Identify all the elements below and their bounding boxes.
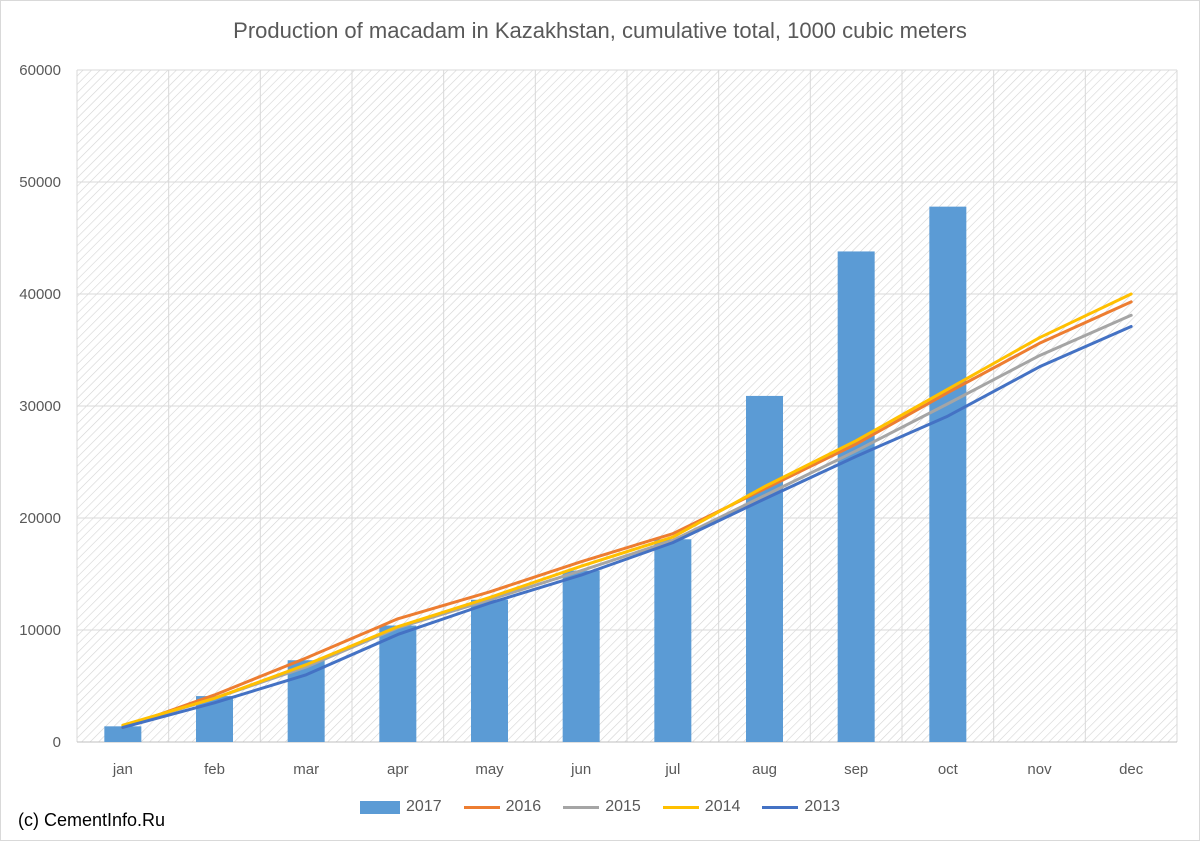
x-tick-label: jul <box>664 761 680 778</box>
legend-swatch <box>762 805 799 809</box>
series-line-2014 <box>121 292 1133 727</box>
y-tick-label: 60000 <box>19 62 61 79</box>
legend-label: 2017 <box>406 798 442 815</box>
legend-item-2014: 2014 <box>662 798 741 816</box>
credit-text: (c) CementInfo.Ru <box>18 810 166 830</box>
x-tick-label: jun <box>570 761 591 778</box>
x-tick-label: jan <box>112 761 133 778</box>
legend-swatch <box>563 805 600 809</box>
bar-2017 <box>929 206 967 742</box>
y-tick-label: 50000 <box>19 174 61 191</box>
legend-item-2015: 2015 <box>563 798 641 816</box>
x-tick-label: oct <box>938 761 959 778</box>
x-tick-label: dec <box>1119 761 1144 778</box>
legend-swatch <box>662 805 699 809</box>
legend-swatch <box>463 805 500 809</box>
legend-label: 2015 <box>605 798 641 815</box>
series-line-2015 <box>121 313 1133 728</box>
bar-2017 <box>746 395 783 742</box>
legend-label: 2013 <box>804 798 840 815</box>
x-tick-label: mar <box>293 761 319 778</box>
legend-item-2016: 2016 <box>463 798 542 816</box>
bar-2017 <box>837 251 875 742</box>
x-tick-label: sep <box>844 761 868 778</box>
y-tick-label: 20000 <box>19 510 61 527</box>
chart-title: Production of macadam in Kazakhstan, cum… <box>233 18 967 43</box>
bar-2017 <box>562 570 600 742</box>
y-tick-label: 30000 <box>19 398 61 415</box>
legend-item-2017: 2017 <box>360 798 442 816</box>
y-tick-label: 10000 <box>19 622 61 639</box>
legend-label: 2016 <box>505 798 542 815</box>
x-tick-label: feb <box>204 761 225 778</box>
bar-2017 <box>654 539 692 742</box>
legend: 2017 2016 2015 2014 2013 <box>0 798 1200 816</box>
y-tick-label: 40000 <box>19 286 61 303</box>
x-tick-label: aug <box>752 761 777 778</box>
legend-swatch <box>360 800 401 814</box>
bar-2017 <box>471 599 508 742</box>
y-tick-label: 0 <box>53 734 61 751</box>
series-line-2013 <box>121 324 1133 729</box>
x-tick-label: apr <box>387 761 409 778</box>
bar-2017 <box>379 625 417 742</box>
series-line-2016 <box>121 300 1133 729</box>
legend-item-2013: 2013 <box>762 798 840 816</box>
legend-label: 2014 <box>704 798 741 815</box>
bar-2017 <box>104 726 142 742</box>
x-tick-label: may <box>475 761 504 778</box>
x-tick-label: nov <box>1027 761 1052 778</box>
